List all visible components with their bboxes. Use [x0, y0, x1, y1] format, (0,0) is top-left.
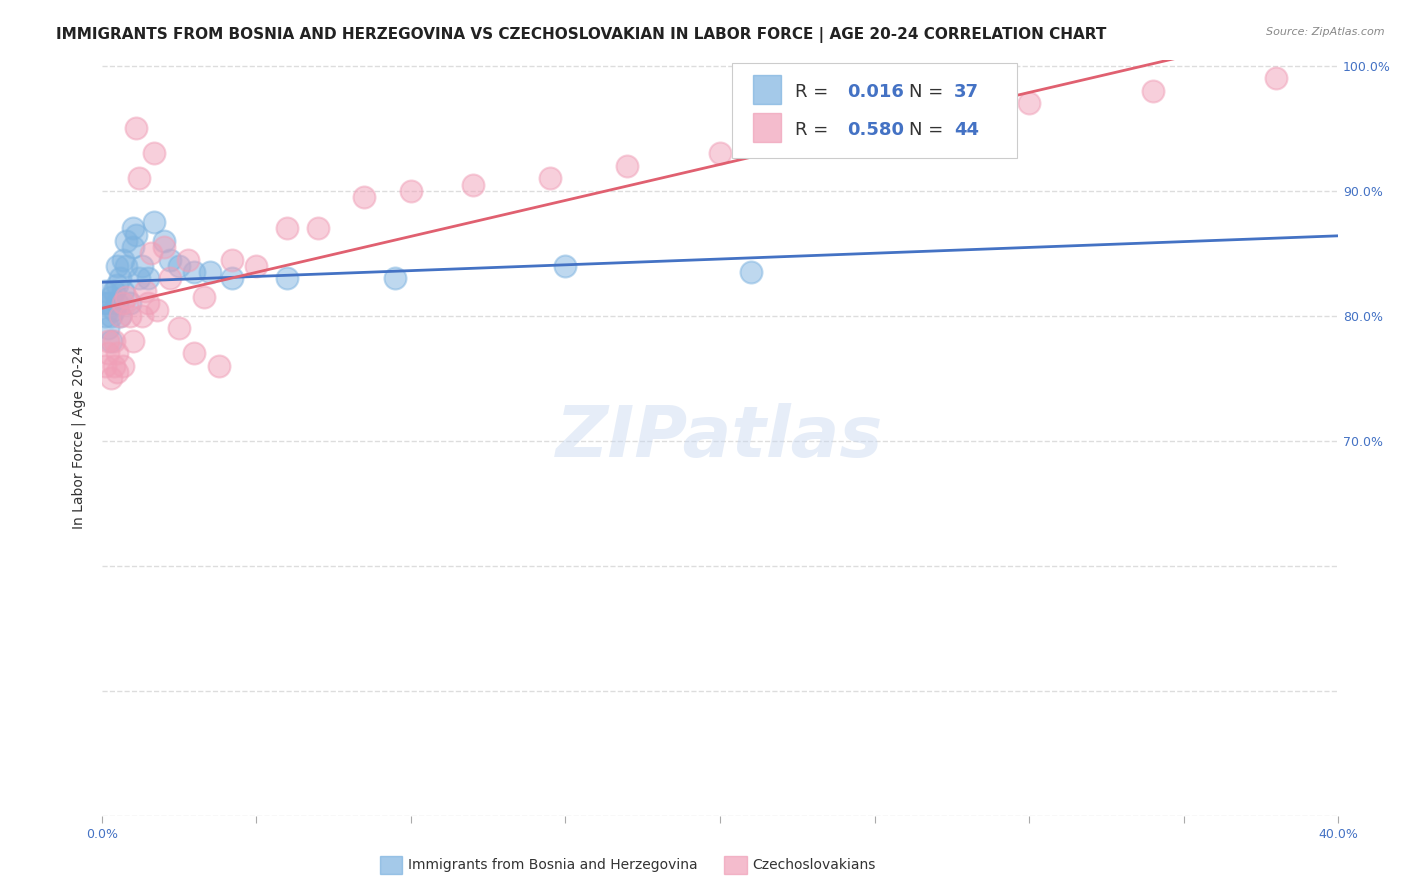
- Point: [136, 271, 159, 285]
- Text: N =: N =: [910, 83, 949, 101]
- Point: [105, 346, 128, 360]
- Point: [115, 234, 138, 248]
- Point: [616, 159, 638, 173]
- Point: [131, 259, 153, 273]
- Point: [461, 178, 484, 192]
- Point: [353, 190, 375, 204]
- Point: [103, 359, 125, 373]
- Text: 0.016: 0.016: [848, 83, 904, 101]
- Point: [110, 309, 132, 323]
- Point: [307, 221, 329, 235]
- Point: [152, 234, 174, 248]
- Point: [183, 346, 205, 360]
- Point: [159, 271, 181, 285]
- Point: [1265, 71, 1288, 86]
- Point: [105, 277, 128, 292]
- Point: [94, 359, 117, 373]
- Point: [121, 240, 143, 254]
- Point: [103, 284, 125, 298]
- Point: [167, 321, 190, 335]
- Point: [894, 109, 917, 123]
- Point: [97, 321, 120, 335]
- Text: ZIPatlas: ZIPatlas: [557, 403, 884, 472]
- Point: [100, 334, 122, 348]
- Point: [709, 146, 731, 161]
- Point: [105, 296, 128, 310]
- Point: [103, 302, 125, 317]
- Point: [121, 221, 143, 235]
- Point: [97, 334, 120, 348]
- Point: [112, 284, 135, 298]
- Point: [91, 296, 114, 310]
- Point: [740, 265, 762, 279]
- Point: [112, 359, 135, 373]
- Point: [131, 309, 153, 323]
- Point: [112, 252, 135, 267]
- Point: [105, 365, 128, 379]
- Point: [152, 240, 174, 254]
- Y-axis label: In Labor Force | Age 20-24: In Labor Force | Age 20-24: [72, 346, 86, 529]
- FancyBboxPatch shape: [754, 75, 780, 103]
- Point: [110, 271, 132, 285]
- Point: [143, 146, 166, 161]
- Point: [208, 359, 231, 373]
- Text: 37: 37: [953, 83, 979, 101]
- Point: [134, 284, 156, 298]
- Point: [115, 290, 138, 304]
- Point: [100, 371, 122, 385]
- Point: [538, 171, 561, 186]
- Text: IMMIGRANTS FROM BOSNIA AND HERZEGOVINA VS CZECHOSLOVAKIAN IN LABOR FORCE | AGE 2: IMMIGRANTS FROM BOSNIA AND HERZEGOVINA V…: [56, 27, 1107, 43]
- Point: [159, 252, 181, 267]
- Point: [115, 259, 138, 273]
- Point: [110, 309, 132, 323]
- Point: [103, 334, 125, 348]
- Text: Source: ZipAtlas.com: Source: ZipAtlas.com: [1267, 27, 1385, 37]
- Point: [97, 296, 120, 310]
- Point: [177, 252, 200, 267]
- Point: [128, 171, 150, 186]
- Point: [198, 265, 221, 279]
- FancyBboxPatch shape: [733, 63, 1017, 158]
- Point: [245, 259, 267, 273]
- Point: [125, 227, 148, 242]
- Point: [105, 259, 128, 273]
- Text: R =: R =: [796, 121, 834, 139]
- Point: [112, 296, 135, 310]
- Point: [801, 134, 824, 148]
- Point: [183, 265, 205, 279]
- Point: [276, 271, 298, 285]
- Point: [100, 290, 122, 304]
- Point: [221, 271, 243, 285]
- Point: [97, 346, 120, 360]
- Point: [276, 221, 298, 235]
- Point: [384, 271, 406, 285]
- Point: [554, 259, 576, 273]
- Point: [1018, 96, 1040, 111]
- Point: [167, 259, 190, 273]
- Point: [94, 284, 117, 298]
- Point: [94, 309, 117, 323]
- Text: Immigrants from Bosnia and Herzegovina: Immigrants from Bosnia and Herzegovina: [408, 858, 697, 872]
- Point: [118, 296, 141, 310]
- Point: [146, 302, 169, 317]
- Text: N =: N =: [910, 121, 949, 139]
- Point: [118, 309, 141, 323]
- Point: [193, 290, 215, 304]
- Text: Czechoslovakians: Czechoslovakians: [752, 858, 876, 872]
- Text: 0.580: 0.580: [848, 121, 904, 139]
- Point: [100, 309, 122, 323]
- Point: [125, 121, 148, 136]
- Point: [121, 334, 143, 348]
- Point: [1142, 84, 1164, 98]
- Text: 44: 44: [953, 121, 979, 139]
- Point: [141, 246, 163, 260]
- Point: [399, 184, 422, 198]
- Point: [221, 252, 243, 267]
- Point: [128, 271, 150, 285]
- FancyBboxPatch shape: [754, 113, 780, 142]
- Point: [143, 215, 166, 229]
- Point: [136, 296, 159, 310]
- Text: R =: R =: [796, 83, 834, 101]
